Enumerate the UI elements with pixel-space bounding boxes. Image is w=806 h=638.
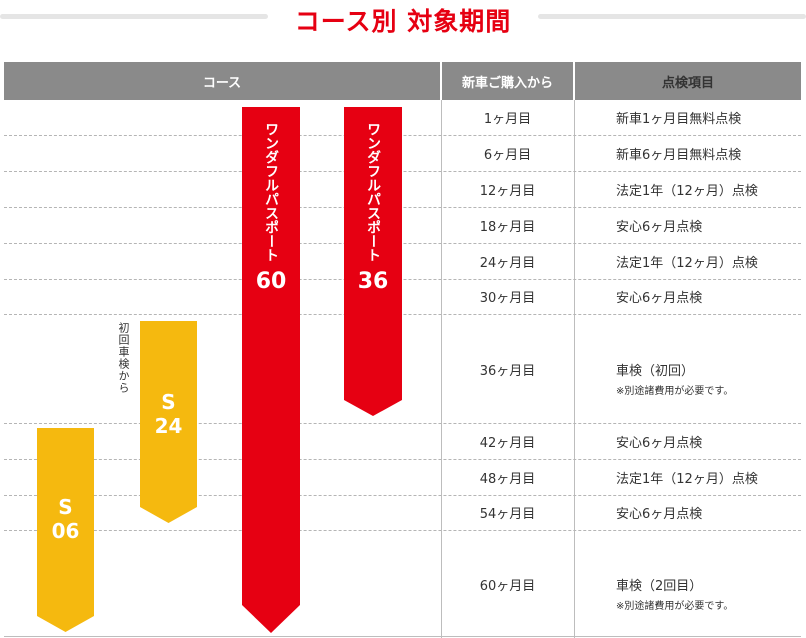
course-number: 36 <box>357 269 389 294</box>
table-row-item: 安心6ヶ月点検 <box>616 279 801 314</box>
table-row-item: 法定1年（12ヶ月）点検 <box>616 243 801 279</box>
inspection-label: 安心6ヶ月点検 <box>616 507 703 522</box>
row-divider <box>4 423 801 424</box>
row-divider <box>4 459 801 460</box>
row-divider <box>4 207 801 208</box>
column-divider <box>441 100 442 638</box>
table-row-month: 24ヶ月目 <box>479 255 536 271</box>
course-bar-wp60: ワンダフルパスポート 60 <box>242 107 300 633</box>
title-rule-left <box>0 14 268 19</box>
column-divider <box>574 100 575 638</box>
table-row-month: 6ヶ月目 <box>483 147 532 163</box>
fee-note: ※別途諸費用が必要です。 <box>616 386 734 397</box>
course-number: 24 <box>154 414 183 438</box>
table-row-item: 安心6ヶ月点検 <box>616 495 801 530</box>
table-row-month: 1ヶ月目 <box>483 112 532 127</box>
inspection-label: 安心6ヶ月点検 <box>616 435 703 451</box>
course-number: 60 <box>255 269 287 294</box>
course-bar-s06: S 06 <box>37 428 94 632</box>
table-row-item: 車検（2回目） ※別途諸費用が必要です。 <box>616 530 801 636</box>
table-row-month: 30ヶ月目 <box>479 291 536 306</box>
table-row-month: 54ヶ月目 <box>479 507 536 522</box>
inspection-label: 安心6ヶ月点検 <box>616 291 703 306</box>
table-row-month: 48ヶ月目 <box>479 471 536 487</box>
table-row-item: 法定1年（12ヶ月）点検 <box>616 459 801 495</box>
bar-shape <box>344 107 402 416</box>
inspection-label: 安心6ヶ月点検 <box>616 219 703 235</box>
course-name: ワンダフルパスポート <box>365 122 381 262</box>
bar-shape <box>140 321 197 523</box>
course-number: 06 <box>51 519 80 543</box>
since-first-inspection-note: 初回車検から <box>117 322 130 394</box>
bar-shape <box>37 428 94 632</box>
table-row-month: 12ヶ月目 <box>479 183 536 199</box>
inspection-label: 車検（2回目） <box>616 579 703 594</box>
title-area: コース別 対象期間 <box>0 0 806 40</box>
inspection-label: 車検（初回） <box>616 364 695 379</box>
course-name: ワンダフルパスポート <box>263 122 279 262</box>
table-row-month: 36ヶ月目 <box>479 364 536 379</box>
inspection-label: 新車6ヶ月目無料点検 <box>616 147 742 163</box>
course-letter: S <box>161 390 176 414</box>
fee-note: ※別途諸費用が必要です。 <box>616 601 734 612</box>
table-row-item: 新車6ヶ月目無料点検 <box>616 135 801 171</box>
inspection-label: 法定1年（12ヶ月）点検 <box>616 255 758 271</box>
inspection-label: 新車1ヶ月目無料点検 <box>616 112 742 127</box>
course-bar-wp36: ワンダフルパスポート 36 <box>344 107 402 416</box>
row-divider <box>4 495 801 496</box>
course-bar-s24: S 24 <box>140 321 197 523</box>
table-row-month: 42ヶ月目 <box>479 435 536 451</box>
table-row-item: 法定1年（12ヶ月）点検 <box>616 171 801 207</box>
row-divider <box>4 314 801 315</box>
course-letter: S <box>58 495 73 519</box>
table-row-item: 安心6ヶ月点検 <box>616 423 801 459</box>
bar-shape <box>242 107 300 633</box>
table-row-month: 60ヶ月目 <box>479 579 536 594</box>
inspection-label: 法定1年（12ヶ月）点検 <box>616 183 758 199</box>
header-since-purchase: 新車ご購入から <box>442 62 573 100</box>
table-row-item: 車検（初回） ※別途諸費用が必要です。 <box>616 314 801 423</box>
row-divider <box>4 530 801 531</box>
table-row-item: 安心6ヶ月点検 <box>616 207 801 243</box>
table-row-item: 新車1ヶ月目無料点検 <box>616 100 801 135</box>
header-course: コース <box>4 62 440 100</box>
inspection-label: 法定1年（12ヶ月）点検 <box>616 471 758 487</box>
table-row-month: 18ヶ月目 <box>479 219 536 235</box>
table-bottom-border <box>4 636 801 637</box>
row-divider <box>4 171 801 172</box>
row-divider <box>4 243 801 244</box>
header-inspection-item: 点検項目 <box>575 62 801 100</box>
row-divider <box>4 279 801 280</box>
page-title: コース別 対象期間 <box>294 7 512 36</box>
row-divider <box>4 135 801 136</box>
title-rule-right <box>538 14 806 19</box>
